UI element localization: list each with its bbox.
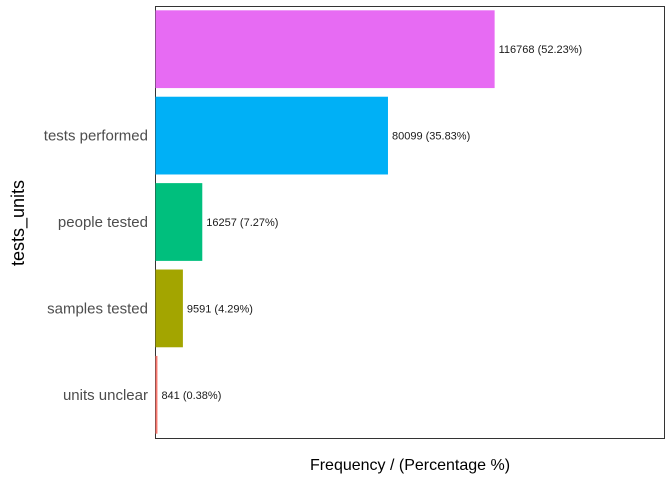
y-tick-label-4: units unclear [63, 387, 148, 404]
data-label-0: 116768 (52.23%) [499, 44, 583, 56]
bar-0 [155, 10, 495, 89]
data-labels: 116768 (52.23%) 80099 (35.83%) 16257 (7.27… [161, 44, 582, 402]
data-label-4: 841 (0.38%) [161, 390, 221, 402]
bars-layer [155, 10, 495, 434]
y-axis-title: tests_units [8, 180, 29, 266]
y-tick-label-2: people tested [58, 214, 148, 231]
bar-2 [155, 183, 203, 261]
data-label-2: 16257 (7.27%) [206, 217, 278, 229]
bar-4 [155, 355, 158, 434]
y-tick-labels: tests performed people tested samples test… [44, 128, 148, 404]
data-label-1: 80099 (35.83%) [392, 131, 470, 143]
y-tick-label-3: samples tested [47, 300, 148, 317]
y-tick-label-1: tests performed [44, 128, 148, 145]
data-label-3: 9591 (4.29%) [187, 303, 253, 315]
bar-1 [155, 96, 388, 175]
bar-3 [155, 269, 183, 348]
x-axis-title: Frequency / (Percentage %) [310, 457, 510, 474]
